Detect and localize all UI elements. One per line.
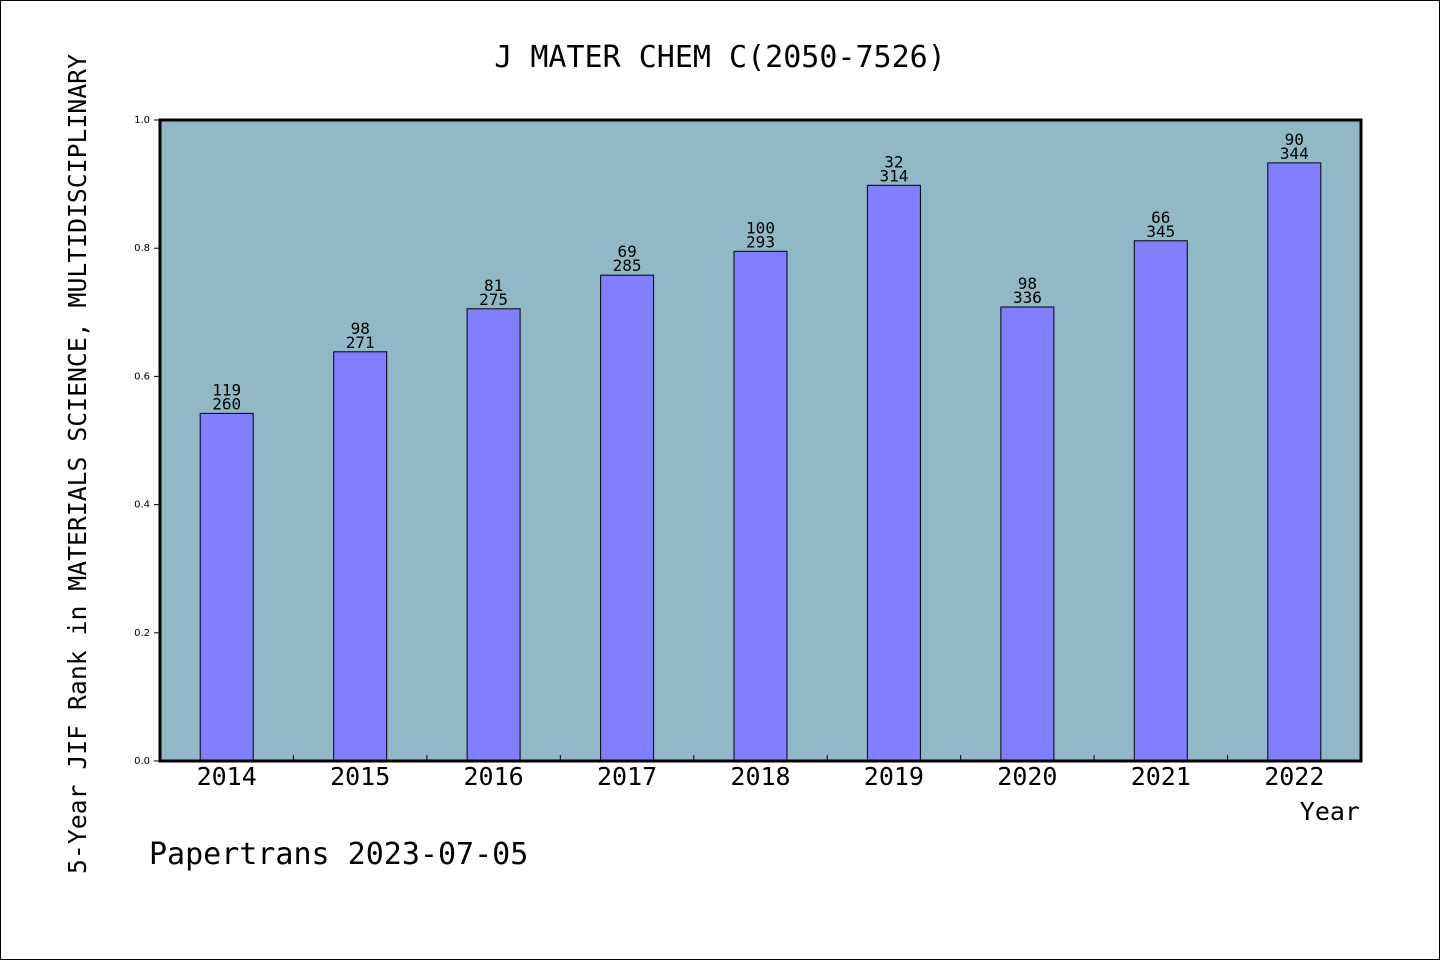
bar-total-label-2017: 285 [613, 256, 642, 275]
y-tick-label-0.8: 0.8 [134, 243, 150, 254]
x-tick-label-2019: 2019 [864, 762, 924, 791]
x-tick-label-2022: 2022 [1264, 762, 1324, 791]
bar-2015 [333, 351, 388, 762]
bar-total-label-2015: 271 [346, 333, 375, 352]
bars [199, 162, 1322, 762]
y-tick-label-0.4: 0.4 [134, 500, 150, 511]
bar-total-label-2022: 344 [1280, 144, 1309, 163]
bar-total-label-2020: 336 [1013, 288, 1042, 307]
x-tick-label-2016: 2016 [463, 762, 523, 791]
bar-2022 [1267, 162, 1322, 762]
bar-rank-label-2016: 81 [484, 276, 503, 295]
bar-rank-label-2021: 66 [1151, 208, 1170, 227]
bar-rank-label-2017: 69 [617, 242, 636, 261]
x-axis: 2014 2015 2016 2017 2018 2019 2020 2021 2022 [197, 755, 1324, 791]
chart-title: J MATER CHEM C(2050-7526) [494, 40, 946, 75]
bar-2017 [600, 274, 655, 762]
y-tick-label-1.0: 1.0 [134, 115, 150, 126]
x-tick-label-2015: 2015 [330, 762, 390, 791]
bar-2021 [1133, 240, 1188, 762]
x-axis-label: Year [1300, 797, 1360, 826]
x-tick-label-2017: 2017 [597, 762, 657, 791]
bar-rank-label-2022: 90 [1285, 130, 1304, 149]
bar-total-label-2016: 275 [479, 290, 508, 309]
bar-total-label-2018: 293 [746, 232, 775, 251]
y-axis: 0.0 0.2 0.4 0.6 0.8 1.0 [134, 115, 160, 767]
bar-rank-label-2014: 119 [212, 380, 241, 399]
bar-2020 [1000, 306, 1055, 762]
y-axis-label: 5-Year JIF Rank in MATERIALS SCIENCE, MU… [63, 54, 92, 874]
bar-rank-label-2015: 98 [351, 319, 370, 338]
plot-border [158, 118, 1363, 763]
y-tick-label-0.2: 0.2 [134, 628, 150, 639]
x-tick-label-2018: 2018 [730, 762, 790, 791]
bar-total-label-2014: 260 [212, 394, 241, 413]
bar-rank-label-2018: 100 [746, 218, 775, 237]
y-tick-label-0.0: 0.0 [134, 756, 150, 767]
bar-labels: 1192609827181275692851002933231498336663… [212, 130, 1309, 414]
x-tick-label-2021: 2021 [1131, 762, 1191, 791]
x-tick-label-2014: 2014 [197, 762, 257, 791]
bar-2016 [466, 308, 521, 762]
bar-total-label-2019: 314 [879, 166, 908, 185]
bar-2019 [866, 184, 921, 762]
x-tick-label-2020: 2020 [997, 762, 1057, 791]
bar-total-label-2021: 345 [1146, 222, 1175, 241]
bar-2018 [733, 250, 788, 762]
footer-text: Papertrans 2023-07-05 [149, 837, 528, 872]
bar-rank-label-2019: 32 [884, 152, 903, 171]
y-tick-label-0.6: 0.6 [134, 371, 150, 382]
bar-rank-label-2020: 98 [1018, 274, 1037, 293]
bar-2014 [199, 412, 254, 762]
